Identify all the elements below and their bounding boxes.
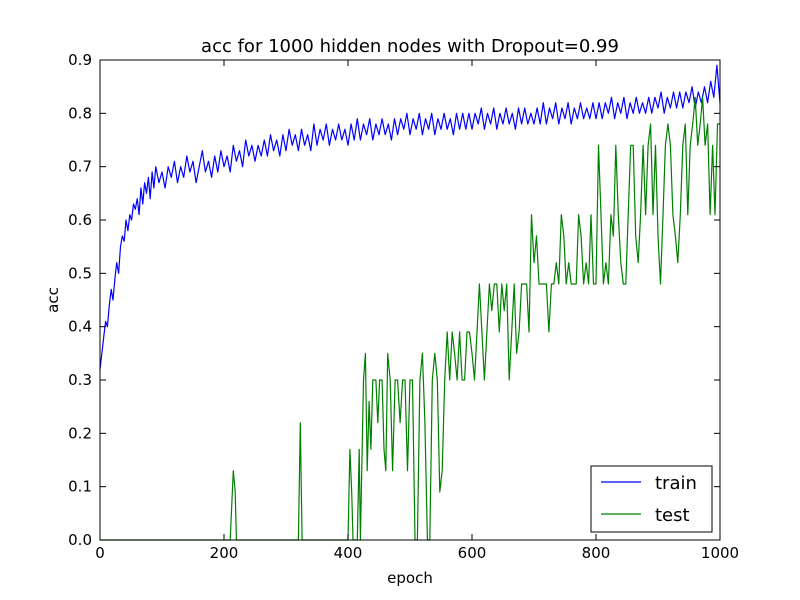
x-tick-label: 200 (210, 544, 239, 562)
x-axis-label: epoch (387, 569, 433, 587)
y-tick-label: 0.1 (68, 478, 92, 496)
x-tick-label: 400 (334, 544, 363, 562)
y-tick-label: 0.7 (68, 158, 92, 176)
legend: train test (590, 465, 713, 533)
ticks-layer: 0 200 400 600 800 1000 0.0 0.1 0.2 0.3 0.4 0.5 0.6 0.… (68, 51, 739, 562)
y-tick-label: 0.2 (68, 424, 92, 442)
chart-title: acc for 1000 hidden nodes with Dropout=0… (201, 36, 619, 57)
legend-box (590, 465, 713, 533)
x-tick-label: 600 (458, 544, 487, 562)
plot-background (100, 60, 720, 540)
series-line-test (100, 96, 720, 541)
y-tick-label: 0.4 (68, 318, 92, 336)
y-tick-label: 0.3 (68, 371, 92, 389)
y-tick-label: 0.9 (68, 51, 92, 69)
series-layer (99, 64, 721, 541)
plot-frame (99, 59, 721, 541)
plot-area: 0 200 400 600 800 1000 0.0 0.1 0.2 0.3 0.4 0.5 0.6 0.… (68, 51, 739, 562)
x-tick-label: 1000 (701, 544, 739, 562)
legend-label-test: test (655, 505, 690, 526)
series-line-train (99, 64, 721, 370)
x-tick-label: 0 (95, 544, 105, 562)
y-tick-label: 0.0 (68, 531, 92, 549)
legend-label-train: train (655, 473, 697, 494)
y-axis-label: acc (44, 287, 62, 313)
x-tick-label: 800 (582, 544, 611, 562)
y-tick-label: 0.5 (68, 264, 92, 282)
y-tick-label: 0.8 (68, 104, 92, 122)
y-tick-label: 0.6 (68, 211, 92, 229)
